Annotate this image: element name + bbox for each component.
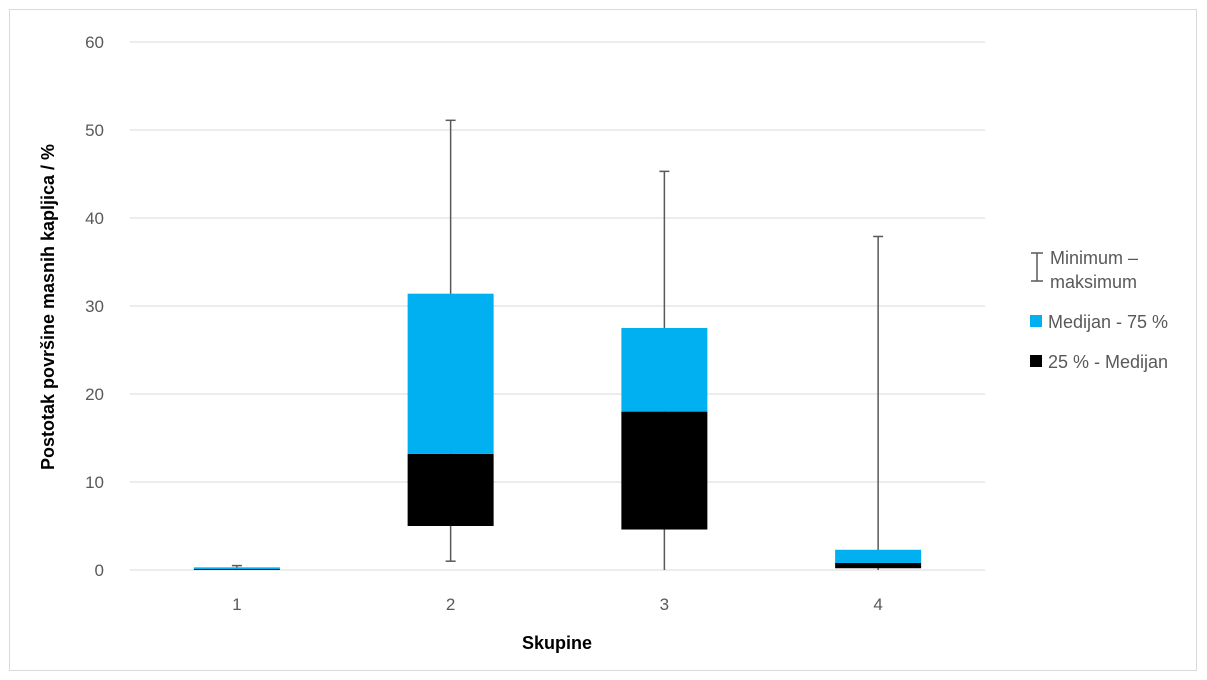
x-axis-title: Skupine bbox=[522, 633, 592, 653]
y-tick-label: 30 bbox=[85, 297, 104, 316]
box-group-1 bbox=[193, 564, 280, 570]
y-tick-label: 40 bbox=[85, 209, 104, 228]
box-lower bbox=[621, 411, 708, 530]
legend-label: 25 % - Medijan bbox=[1048, 352, 1169, 372]
legend-item-whisker: Minimum – maksimum bbox=[1030, 246, 1200, 294]
y-tick-label: 0 bbox=[95, 561, 104, 580]
box-lower bbox=[835, 562, 922, 569]
x-axis-ticks: 1 2 3 4 bbox=[232, 595, 883, 614]
box-upper bbox=[407, 293, 494, 454]
box-upper bbox=[621, 328, 708, 412]
swatch-icon bbox=[1030, 315, 1042, 327]
x-tick-label: 2 bbox=[446, 595, 455, 614]
box-group-4 bbox=[835, 235, 922, 570]
y-tick-label: 20 bbox=[85, 385, 104, 404]
legend-item-upper: Medijan - 75 % bbox=[1030, 310, 1200, 334]
box-lower bbox=[193, 569, 280, 570]
y-tick-label: 10 bbox=[85, 473, 104, 492]
box-group-2 bbox=[407, 119, 494, 562]
x-tick-label: 4 bbox=[873, 595, 882, 614]
gridlines bbox=[130, 41, 985, 571]
boxes bbox=[193, 119, 922, 570]
box-lower bbox=[407, 453, 494, 526]
y-axis-ticks: 0 10 20 30 40 50 60 bbox=[85, 33, 104, 580]
y-axis-title: Postotak površine masnih kapljica / % bbox=[38, 144, 58, 470]
box-group-3 bbox=[621, 170, 708, 570]
y-tick-label: 50 bbox=[85, 121, 104, 140]
swatch-icon bbox=[1030, 355, 1042, 367]
box-upper bbox=[835, 549, 922, 563]
x-tick-label: 3 bbox=[660, 595, 669, 614]
y-tick-label: 60 bbox=[85, 33, 104, 52]
legend-item-lower: 25 % - Medijan bbox=[1030, 350, 1200, 374]
legend-label: Medijan - 75 % bbox=[1048, 312, 1169, 332]
chart-frame bbox=[9, 9, 1197, 671]
whisker-icon bbox=[1031, 252, 1043, 282]
legend-label: Minimum – maksimum bbox=[1050, 248, 1139, 292]
x-tick-label: 1 bbox=[232, 595, 241, 614]
legend: Minimum – maksimum Medijan - 75 % 25 % -… bbox=[1030, 246, 1200, 390]
box-upper bbox=[193, 567, 280, 570]
